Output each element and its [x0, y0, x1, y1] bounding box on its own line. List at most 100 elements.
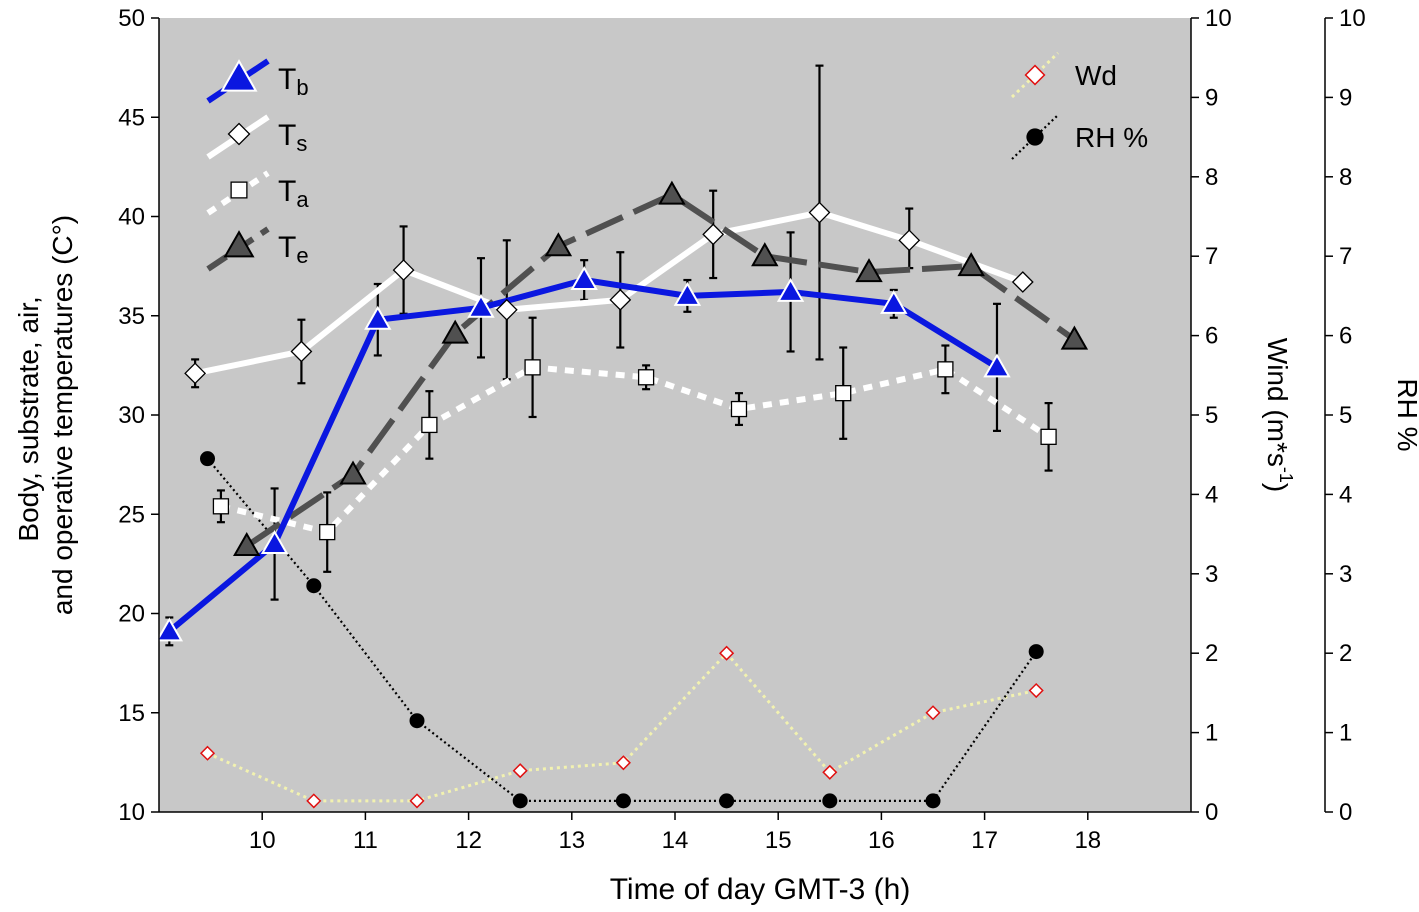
wind-label-sup: -1: [1276, 467, 1296, 483]
marker-wd-2: [409, 793, 425, 809]
legend-marker-ta: [230, 181, 248, 199]
y-wind-tick-label-1: 1: [1205, 720, 1218, 747]
marker-te-0: [232, 531, 261, 557]
y-wind-tick-label-0: 0: [1205, 799, 1218, 826]
y-wind-tick-label-8: 8: [1205, 164, 1218, 191]
marker-tb-2: [364, 305, 392, 330]
marker-te-5: [751, 242, 779, 267]
x-tick-label-5: 15: [765, 827, 792, 854]
marker-te-6: [855, 258, 883, 283]
x-tick-label-2: 12: [455, 827, 482, 854]
marker-ts-3: [495, 298, 518, 321]
x-tick-label-1: 11: [353, 827, 378, 854]
marker-tb-5: [673, 281, 702, 306]
marker-te-8: [1060, 325, 1089, 350]
axes: [151, 17, 1333, 820]
wind-label-close: ): [1262, 483, 1293, 492]
marker-tb-3: [467, 293, 495, 318]
y-axis-label-wind: Wind (m*s-1): [1262, 338, 1296, 492]
y-axis-label-rh: RH %: [1392, 378, 1419, 451]
y-rh-tick-label-9: 9: [1339, 84, 1352, 111]
marker-wd-0: [199, 745, 216, 761]
marker-te-4: [658, 180, 686, 205]
marker-tb-0: [155, 617, 184, 642]
y-left-tick-label-8: 50: [118, 5, 145, 32]
y-axis-label-left-line1: Body, substrate, air,: [13, 296, 44, 541]
legend-label-ts-sub: s: [296, 131, 307, 156]
marker-rh-0: [200, 451, 216, 467]
marker-ts-4: [609, 288, 632, 311]
y-left-tick-label-3: 25: [118, 501, 145, 528]
wind-label-main: Wind (m*s: [1262, 338, 1293, 467]
y-wind-tick-label-9: 9: [1205, 84, 1218, 111]
legend-label-ta: Ta: [278, 175, 309, 212]
marker-tb-8: [983, 353, 1011, 378]
marker-rh-8: [1028, 644, 1044, 660]
y-left-tick-label-6: 40: [118, 204, 145, 231]
y-rh-tick-label-3: 3: [1339, 561, 1352, 588]
marker-tb-4: [570, 266, 598, 291]
marker-wd-6: [822, 764, 838, 780]
legend-label-tb-sub: b: [296, 75, 308, 100]
marker-ts-5: [702, 223, 725, 246]
marker-rh-5: [719, 793, 735, 809]
legend-label-te-sub: e: [296, 243, 308, 268]
legend-label-ts: Ts: [278, 119, 307, 156]
x-tick-label-3: 13: [558, 827, 585, 854]
marker-ts-1: [290, 340, 313, 363]
legend-label-wd: Wd: [1075, 60, 1117, 91]
legend-label-ts-main: T: [278, 119, 296, 152]
marker-ts-8: [1011, 271, 1034, 293]
y-left-tick-label-2: 20: [118, 601, 145, 628]
y-left-tick-label-5: 35: [118, 303, 145, 330]
tick-labels: 10 11 12 13 14 15 16 17 181015202530354045500123…: [118, 5, 1365, 854]
marker-ta-4: [637, 369, 655, 386]
y-left-tick-label-0: 10: [118, 799, 145, 826]
y-wind-tick-label-2: 2: [1205, 640, 1218, 667]
marker-te-1: [339, 460, 367, 485]
marker-rh-7: [925, 793, 941, 809]
y-rh-tick-label-7: 7: [1339, 243, 1352, 270]
marker-tb-1: [260, 530, 289, 555]
marker-te-2: [441, 319, 469, 344]
x-tick-label-4: 14: [662, 827, 689, 854]
marker-ts-6: [808, 201, 831, 224]
marker-ts-2: [392, 259, 415, 282]
marker-ta-2: [421, 416, 438, 434]
marker-ta-1: [319, 523, 336, 541]
marker-wd-1: [306, 793, 322, 809]
y-rh-tick-label-6: 6: [1339, 323, 1352, 350]
legend-marker-rh: [1026, 128, 1044, 146]
marker-rh-2: [409, 713, 425, 729]
series-line-ta: [220, 364, 1051, 536]
marker-ta-5: [730, 400, 748, 418]
marker-wd-4: [615, 755, 631, 771]
marker-wd-7: [925, 705, 941, 721]
marker-ta-8: [1040, 428, 1057, 445]
marker-rh-1: [306, 578, 322, 594]
marker-ta-0: [212, 498, 230, 515]
x-tick-label-0: 10: [249, 827, 276, 854]
y-left-tick-label-7: 45: [118, 104, 145, 131]
y-wind-tick-label-6: 6: [1205, 323, 1218, 350]
y-rh-tick-label-8: 8: [1339, 164, 1352, 191]
marker-wd-5: [719, 645, 735, 661]
legend-label-ta-sub: a: [296, 187, 309, 212]
marker-rh-6: [822, 793, 838, 809]
y-rh-tick-label-2: 2: [1339, 640, 1352, 667]
marker-wd-3: [512, 763, 528, 779]
y-wind-tick-label-7: 7: [1205, 243, 1218, 270]
x-tick-label-8: 18: [1074, 827, 1101, 854]
series-markers: [155, 180, 1089, 809]
series-line-te: [245, 191, 1077, 549]
x-tick-label-6: 16: [868, 827, 895, 854]
marker-tb-6: [776, 277, 805, 302]
x-axis-label: Time of day GMT-3 (h): [610, 873, 911, 906]
y-rh-tick-label-5: 5: [1339, 402, 1352, 429]
legend-label-te: Te: [278, 231, 309, 268]
y-rh-tick-label-10: 10: [1339, 5, 1366, 32]
y-rh-tick-label-0: 0: [1339, 799, 1352, 826]
marker-ta-7: [937, 361, 954, 378]
